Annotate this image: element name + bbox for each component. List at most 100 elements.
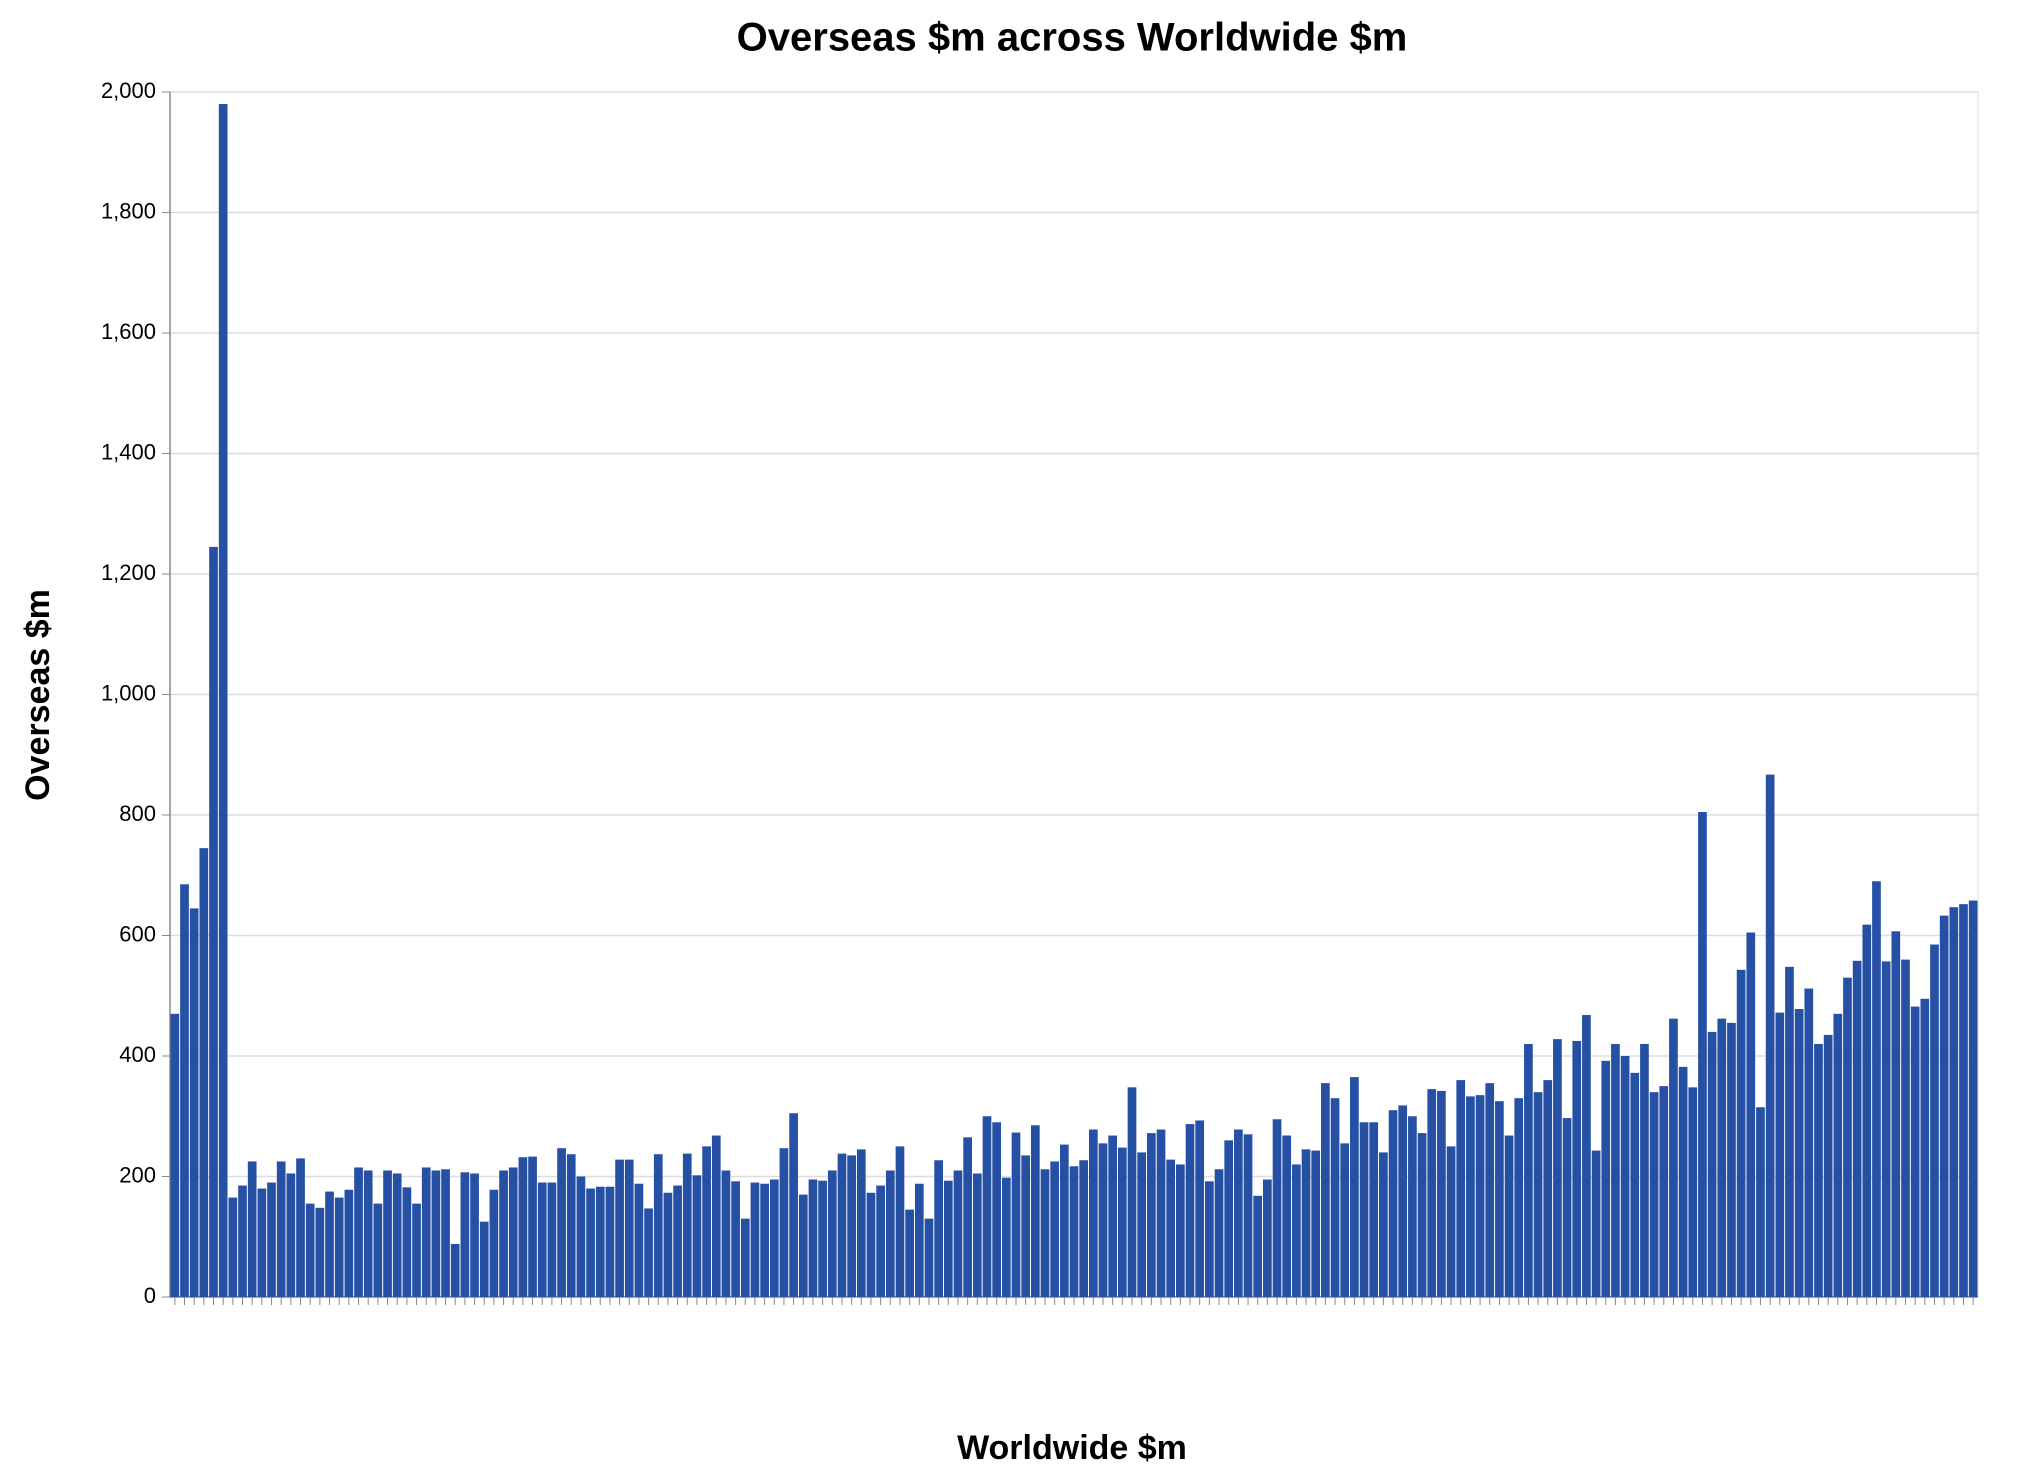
bar bbox=[586, 1188, 595, 1297]
bar bbox=[344, 1189, 354, 1297]
bar bbox=[1881, 961, 1891, 1297]
bar bbox=[1562, 1118, 1572, 1297]
bar bbox=[189, 908, 199, 1297]
bar bbox=[1736, 969, 1746, 1297]
bar bbox=[760, 1183, 769, 1297]
bar bbox=[257, 1188, 267, 1297]
bar bbox=[1611, 1043, 1620, 1297]
bar bbox=[1272, 1119, 1282, 1297]
bar bbox=[1533, 1092, 1543, 1297]
bar bbox=[1727, 1022, 1736, 1297]
bar bbox=[1746, 932, 1756, 1297]
bar bbox=[1137, 1152, 1147, 1297]
bar bbox=[1195, 1120, 1205, 1297]
bar bbox=[1340, 1143, 1350, 1297]
y-tick-label: 600 bbox=[119, 921, 156, 946]
bar bbox=[450, 1243, 460, 1297]
bar bbox=[1862, 924, 1872, 1297]
bar bbox=[624, 1159, 634, 1297]
y-tick-label: 2,000 bbox=[101, 78, 156, 103]
bar bbox=[1253, 1195, 1263, 1297]
y-tick-label: 1,400 bbox=[101, 439, 156, 464]
bar bbox=[1427, 1089, 1437, 1297]
bar bbox=[1388, 1110, 1398, 1297]
bar bbox=[779, 1148, 789, 1297]
bar bbox=[1804, 988, 1814, 1297]
bar bbox=[1398, 1105, 1408, 1297]
bar bbox=[1437, 1090, 1446, 1297]
bar bbox=[1456, 1080, 1466, 1297]
bar bbox=[1756, 1107, 1765, 1297]
bar bbox=[1040, 1169, 1050, 1297]
bar bbox=[1910, 1006, 1920, 1297]
bar bbox=[1649, 1092, 1659, 1297]
bar bbox=[1572, 1040, 1582, 1297]
bar bbox=[1833, 1013, 1843, 1297]
bar bbox=[1504, 1135, 1514, 1297]
bar bbox=[1765, 774, 1775, 1297]
y-tick-label: 400 bbox=[119, 1042, 156, 1067]
bar bbox=[1127, 1087, 1137, 1297]
bar bbox=[1311, 1150, 1321, 1297]
bar bbox=[1301, 1149, 1311, 1297]
bar bbox=[1466, 1096, 1475, 1297]
y-tick-label: 200 bbox=[119, 1162, 156, 1187]
bar bbox=[1214, 1169, 1224, 1297]
bar bbox=[943, 1180, 953, 1297]
bar bbox=[1601, 1060, 1611, 1297]
bar bbox=[1243, 1134, 1253, 1297]
bar bbox=[170, 1013, 180, 1297]
bar bbox=[1814, 1043, 1823, 1297]
bar bbox=[218, 104, 228, 1297]
bar bbox=[576, 1176, 586, 1297]
bar bbox=[1794, 1009, 1804, 1297]
bar bbox=[1408, 1116, 1417, 1297]
bar bbox=[566, 1154, 576, 1297]
bar bbox=[827, 1170, 837, 1297]
bar bbox=[1166, 1159, 1176, 1297]
bar bbox=[692, 1175, 702, 1297]
bar bbox=[634, 1183, 644, 1297]
bar bbox=[1843, 977, 1852, 1297]
bar bbox=[199, 848, 209, 1297]
bar bbox=[402, 1187, 412, 1297]
bar bbox=[247, 1161, 257, 1297]
bar bbox=[1224, 1140, 1234, 1297]
bar bbox=[953, 1170, 963, 1297]
bar bbox=[354, 1167, 363, 1297]
bar bbox=[876, 1185, 885, 1297]
bar bbox=[663, 1192, 673, 1297]
bar bbox=[296, 1158, 305, 1297]
bar bbox=[1146, 1133, 1156, 1297]
bar bbox=[1108, 1135, 1118, 1297]
bar bbox=[305, 1203, 315, 1297]
bar bbox=[518, 1157, 528, 1297]
bar bbox=[798, 1194, 808, 1297]
bar bbox=[1901, 959, 1910, 1297]
bar bbox=[1959, 904, 1968, 1297]
y-tick-label: 1,800 bbox=[101, 198, 156, 223]
bar bbox=[702, 1146, 711, 1297]
bar bbox=[470, 1173, 479, 1297]
bar bbox=[1350, 1077, 1359, 1297]
bar bbox=[1379, 1152, 1388, 1297]
bar bbox=[1011, 1132, 1021, 1297]
y-tick-label: 1,200 bbox=[101, 560, 156, 585]
bar bbox=[1330, 1098, 1340, 1297]
bar bbox=[1069, 1166, 1079, 1297]
bar bbox=[537, 1182, 547, 1297]
bar bbox=[711, 1135, 721, 1297]
y-tick-label: 1,000 bbox=[101, 680, 156, 705]
y-tick-label: 1,600 bbox=[101, 319, 156, 344]
bar bbox=[1968, 900, 1978, 1297]
bar bbox=[1446, 1146, 1456, 1297]
bar bbox=[924, 1218, 934, 1297]
bar bbox=[1543, 1080, 1553, 1297]
bar bbox=[363, 1170, 373, 1297]
bar bbox=[1050, 1161, 1060, 1297]
bar bbox=[644, 1208, 653, 1297]
bar bbox=[673, 1185, 682, 1297]
bar bbox=[1156, 1129, 1166, 1297]
bar bbox=[421, 1167, 431, 1297]
